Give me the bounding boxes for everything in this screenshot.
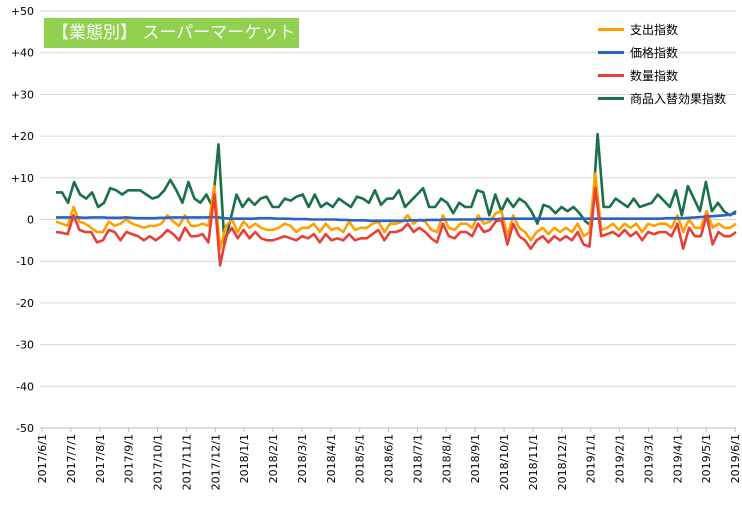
x-tick-label: 2018/8/1 — [440, 434, 453, 483]
x-tick-label: 2017/10/1 — [152, 434, 165, 490]
x-tick-label: 2019/6/1 — [729, 434, 742, 483]
y-tick-label: +20 — [11, 130, 34, 143]
series-line-3 — [56, 132, 737, 246]
legend-label-quantity: 数量指数 — [630, 69, 679, 83]
x-tick-label: 2019/3/1 — [642, 434, 655, 483]
legend-item-replacement: 商品入替効果指数 — [598, 87, 726, 110]
legend-swatch-replacement — [598, 97, 624, 100]
x-tick-label: 2017/9/1 — [123, 434, 136, 483]
x-tick-label: 2019/1/1 — [585, 434, 598, 483]
x-tick-label: 2018/12/1 — [556, 434, 569, 490]
y-tick-label: +30 — [11, 88, 34, 101]
legend-label-replacement: 商品入替効果指数 — [630, 92, 727, 106]
legend: 支出指数 価格指数 数量指数 商品入替効果指数 — [598, 18, 726, 110]
x-tick-label: 2018/11/1 — [527, 434, 540, 490]
x-tick-label: 2018/4/1 — [325, 434, 338, 483]
x-tick-label: 2018/10/1 — [498, 434, 511, 490]
x-tick-label: 2017/6/1 — [36, 434, 49, 483]
legend-label-spending: 支出指数 — [630, 23, 679, 37]
series-line-1 — [56, 211, 737, 223]
legend-item-quantity: 数量指数 — [598, 64, 726, 87]
chart-title: 【業態別】 スーパーマーケット — [44, 18, 299, 48]
y-tick-label: -40 — [16, 380, 34, 393]
y-tick-label: -50 — [16, 422, 34, 435]
y-tick-label: +50 — [11, 5, 34, 18]
x-tick-label: 2018/2/1 — [267, 434, 280, 483]
legend-swatch-quantity — [598, 74, 624, 77]
legend-item-spending: 支出指数 — [598, 18, 726, 41]
x-tick-label: 2018/9/1 — [469, 434, 482, 483]
y-tick-label: +40 — [11, 47, 34, 60]
legend-label-price: 価格指数 — [630, 46, 679, 60]
x-tick-label: 2018/6/1 — [383, 434, 396, 483]
x-tick-label: 2019/5/1 — [700, 434, 713, 483]
x-tick-label: 2019/2/1 — [614, 434, 627, 483]
x-tick-label: 2019/4/1 — [671, 434, 684, 483]
x-tick-label: 2018/3/1 — [296, 434, 309, 483]
x-tick-label: 2018/5/1 — [354, 434, 367, 483]
legend-item-price: 価格指数 — [598, 41, 726, 64]
y-axis-ticks: +50 +40 +30 +20 +10 0 -10 -20 -30 -40 -50 — [11, 5, 34, 435]
legend-swatch-price — [598, 51, 624, 54]
x-tick-label: 2017/7/1 — [65, 434, 78, 483]
y-tick-label: +10 — [11, 172, 34, 185]
x-tick-label: 2018/1/1 — [238, 434, 251, 483]
x-tick-label: 2017/8/1 — [94, 434, 107, 483]
series-lines — [55, 132, 737, 267]
series-line-2 — [55, 186, 737, 267]
x-tick-label: 2018/7/1 — [411, 434, 424, 483]
y-tick-label: -20 — [16, 297, 34, 310]
x-tick-label: 2017/11/1 — [180, 434, 193, 490]
x-tick-label: 2017/12/1 — [209, 434, 222, 490]
legend-swatch-spending — [598, 28, 624, 31]
x-axis-ticks: 2017/6/1 2017/7/1 2017/8/1 2017/9/1 2017/10/… — [36, 428, 742, 490]
y-tick-label: -10 — [16, 255, 34, 268]
y-tick-label: 0 — [27, 214, 34, 227]
y-tick-label: -30 — [16, 339, 34, 352]
